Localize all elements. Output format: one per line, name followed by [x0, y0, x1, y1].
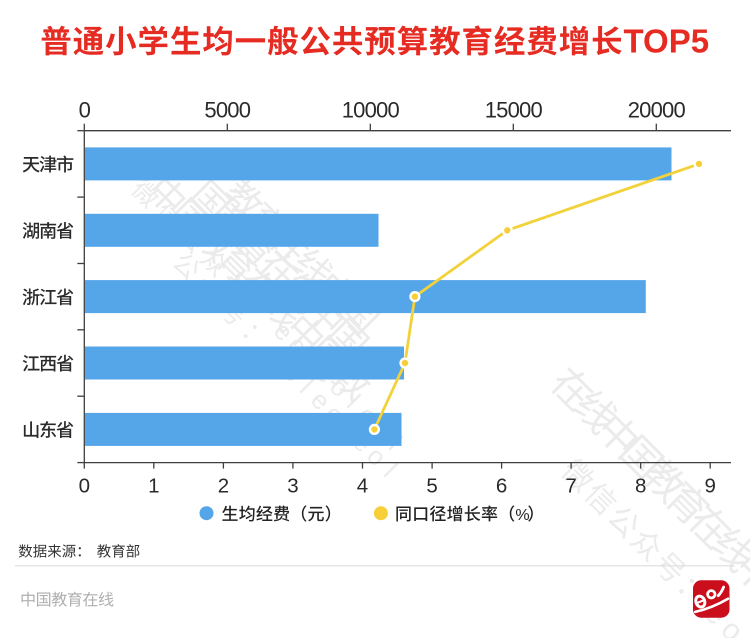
svg-text:5000: 5000: [204, 98, 250, 123]
svg-text:7: 7: [565, 474, 576, 497]
svg-text:9: 9: [704, 474, 715, 497]
svg-text:0: 0: [79, 98, 91, 123]
svg-text:5: 5: [426, 474, 437, 497]
svg-text:0: 0: [79, 474, 90, 497]
svg-text:4: 4: [357, 474, 368, 497]
svg-text:1: 1: [148, 474, 159, 497]
svg-text:20000: 20000: [628, 98, 686, 123]
svg-text:10000: 10000: [342, 98, 400, 123]
svg-text:3: 3: [287, 474, 298, 497]
svg-text:6: 6: [496, 474, 507, 497]
svg-text:8: 8: [635, 474, 646, 497]
svg-text:TOP5: TOP5: [624, 23, 710, 60]
svg-text:l: l: [378, 458, 403, 483]
svg-text:2: 2: [218, 474, 229, 497]
svg-text:15000: 15000: [485, 98, 543, 123]
svg-text:%: %: [515, 507, 529, 524]
